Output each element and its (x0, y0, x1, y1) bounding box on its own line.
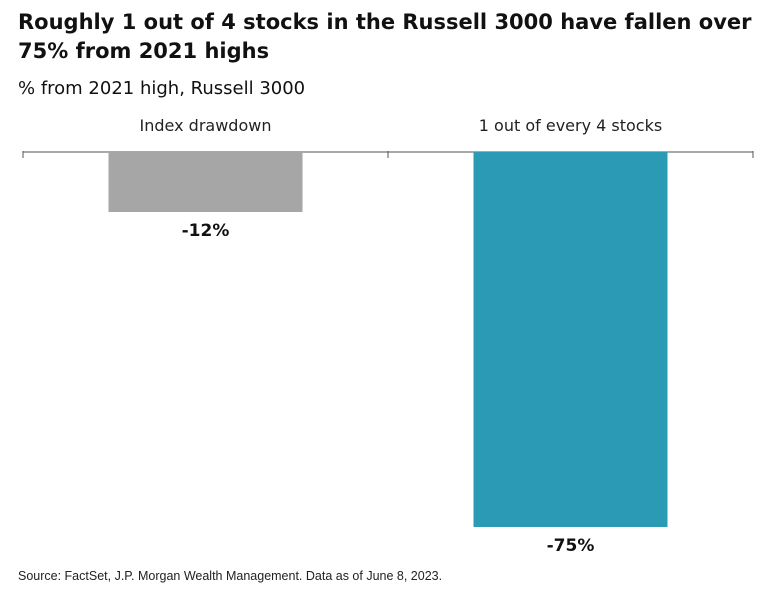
value-label: -12% (182, 221, 230, 241)
source-note: Source: FactSet, J.P. Morgan Wealth Mana… (18, 569, 443, 583)
chart-title: Roughly 1 out of 4 stocks in the Russell… (18, 10, 752, 63)
bar (108, 152, 303, 212)
bar (473, 152, 668, 527)
bar-chart: Index drawdown -12% 1 out of every 4 stock… (22, 116, 754, 556)
category-label: 1 out of every 4 stocks (479, 116, 662, 135)
value-label: -75% (547, 536, 595, 556)
chart-subtitle: % from 2021 high, Russell 3000 (18, 78, 306, 99)
category-label: Index drawdown (140, 116, 272, 135)
